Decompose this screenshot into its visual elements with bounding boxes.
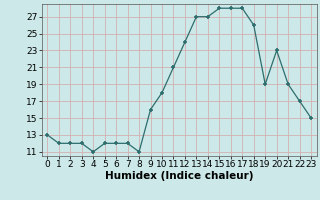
X-axis label: Humidex (Indice chaleur): Humidex (Indice chaleur) [105,171,253,181]
